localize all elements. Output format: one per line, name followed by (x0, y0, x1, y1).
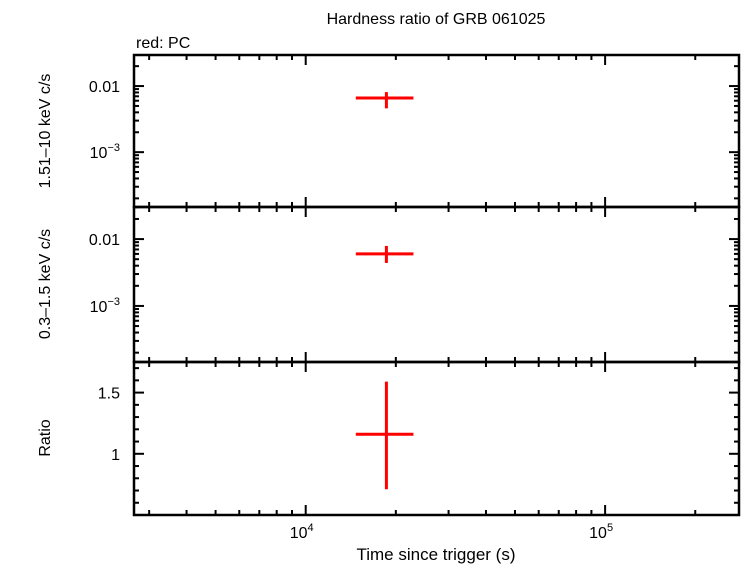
y-tick-label: 1 (111, 447, 120, 464)
legend-note: red: PC (136, 35, 190, 52)
panel-frame (132, 205, 741, 364)
y-tick-label: 10−3 (90, 296, 120, 316)
x-tick-label: 104 (290, 522, 314, 542)
panel-frame (132, 360, 741, 517)
y-tick-label: 0.01 (89, 232, 120, 249)
y-axis-label-hard: 1.51–10 keV c/s (37, 74, 54, 189)
y-tick-label: 1.5 (98, 386, 120, 403)
panel-frame (132, 53, 741, 209)
x-tick-label: 105 (589, 522, 613, 542)
x-axis-label: Time since trigger (s) (356, 545, 515, 564)
y-axis-label-soft: 0.3–1.5 keV c/s (37, 229, 54, 339)
chart-title: Hardness ratio of GRB 061025 (327, 11, 546, 28)
y-axis-label-ratio: Ratio (37, 419, 54, 456)
y-tick-label: 0.01 (89, 79, 120, 96)
y-tick-label: 10−3 (90, 142, 120, 162)
